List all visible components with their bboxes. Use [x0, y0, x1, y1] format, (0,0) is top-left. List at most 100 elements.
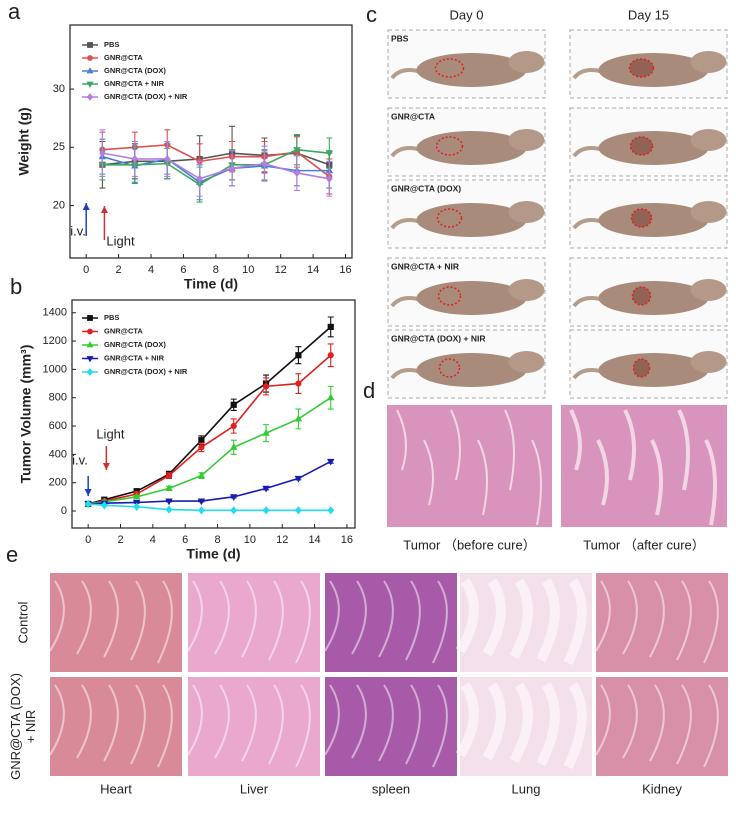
column-label: Day 0	[450, 7, 484, 22]
histology-texture	[477, 439, 488, 516]
mouse-head	[690, 279, 727, 301]
histology-texture	[405, 580, 421, 661]
series-line	[88, 354, 332, 505]
histology-texture	[432, 580, 448, 664]
legend-marker	[86, 368, 94, 376]
data-point	[327, 352, 334, 359]
legend-marker	[86, 356, 94, 363]
data-point	[230, 494, 238, 502]
histology-texture	[703, 684, 719, 768]
row-label: + NIR	[23, 710, 38, 744]
histology-texture	[187, 580, 203, 652]
histology-texture	[295, 684, 311, 768]
annotation-text: i.v.	[70, 223, 86, 238]
data-point	[196, 174, 203, 183]
tumor-outline	[629, 136, 654, 156]
legend-marker	[86, 81, 94, 88]
histology-texture	[49, 580, 65, 652]
x-tick-label: 4	[148, 264, 154, 276]
series-line	[88, 397, 332, 505]
legend-marker	[87, 42, 93, 48]
histology-texture	[157, 580, 173, 664]
legend-label: PBS	[104, 313, 119, 322]
histology-texture	[405, 684, 421, 765]
histology-texture	[268, 580, 284, 661]
annotation-text: Light	[106, 233, 135, 248]
legend-label: GNR@CTA (DOX) + NIR	[104, 92, 188, 101]
caption: Tumor （after cure）	[583, 537, 705, 552]
data-point	[295, 352, 302, 359]
x-tick-label: 10	[244, 534, 256, 546]
data-point	[327, 393, 335, 401]
histology-texture	[536, 682, 560, 767]
mouse-body	[598, 353, 709, 387]
mouse-head	[508, 51, 545, 73]
y-tick-label: 200	[49, 477, 67, 489]
histology-image	[387, 405, 552, 527]
histology-texture	[563, 578, 587, 666]
histology-texture	[295, 580, 311, 664]
data-point	[327, 506, 334, 515]
x-tick-label: 6	[182, 534, 188, 546]
data-point	[326, 174, 333, 183]
mouse-body	[416, 53, 527, 87]
data-point	[164, 154, 171, 164]
data-point	[197, 498, 206, 506]
data-point	[99, 148, 106, 158]
x-tick-label: 14	[308, 534, 320, 546]
x-tick-label: 8	[213, 264, 219, 276]
mouse-head	[508, 351, 545, 373]
histology-image	[561, 405, 727, 527]
y-tick-label: 0	[61, 505, 67, 517]
data-point	[293, 147, 301, 154]
histology-texture	[482, 578, 506, 657]
histology-texture	[378, 684, 394, 762]
x-tick-label: 16	[339, 264, 351, 276]
mouse-head	[690, 129, 727, 151]
x-tick-label: 6	[180, 264, 186, 276]
y-tick-label: 20	[53, 199, 65, 211]
histology-texture	[432, 684, 448, 768]
x-axis-label: Time (d)	[186, 546, 240, 562]
histology-texture	[704, 439, 717, 526]
y-tick-label: 25	[53, 141, 65, 153]
data-point	[101, 501, 108, 510]
x-tick-label: 12	[276, 534, 288, 546]
histology-texture	[324, 684, 340, 756]
y-axis-label: Tumor Volume (mm³)	[18, 345, 34, 484]
legend-marker	[86, 93, 94, 101]
mouse-head	[508, 129, 545, 151]
series-line	[102, 148, 330, 186]
histology-texture	[676, 580, 692, 661]
tumor-outline	[632, 358, 651, 378]
data-point	[198, 444, 205, 451]
x-tick-label: 2	[116, 264, 122, 276]
data-point	[295, 380, 302, 387]
histology-texture	[623, 409, 636, 481]
y-tick-label: 400	[49, 448, 67, 460]
row-label: GNR@CTA + NIR	[391, 261, 459, 271]
histology-texture	[677, 409, 690, 491]
data-point	[228, 164, 236, 173]
data-point	[294, 475, 303, 483]
annotation-text: i.v.	[72, 452, 88, 467]
y-tick-label: 30	[53, 83, 65, 95]
x-tick-label: 16	[341, 534, 353, 546]
histology-texture	[241, 580, 257, 658]
panel-label: c	[366, 2, 377, 27]
legend-label: GNR@CTA + NIR	[104, 79, 165, 88]
histology-texture	[103, 684, 119, 762]
x-tick-label: 0	[83, 264, 89, 276]
histology-texture	[595, 684, 611, 756]
histology-texture	[450, 409, 461, 481]
mouse-body	[416, 203, 527, 237]
y-axis-label: Weight (g)	[16, 107, 32, 175]
series-line	[88, 503, 331, 512]
data-point	[198, 437, 205, 444]
histology-texture	[622, 684, 638, 759]
data-point	[230, 422, 237, 430]
mouse-body	[416, 353, 527, 387]
x-tick-label: 0	[85, 534, 91, 546]
y-tick-label: 800	[49, 392, 67, 404]
histology-texture	[268, 684, 284, 765]
